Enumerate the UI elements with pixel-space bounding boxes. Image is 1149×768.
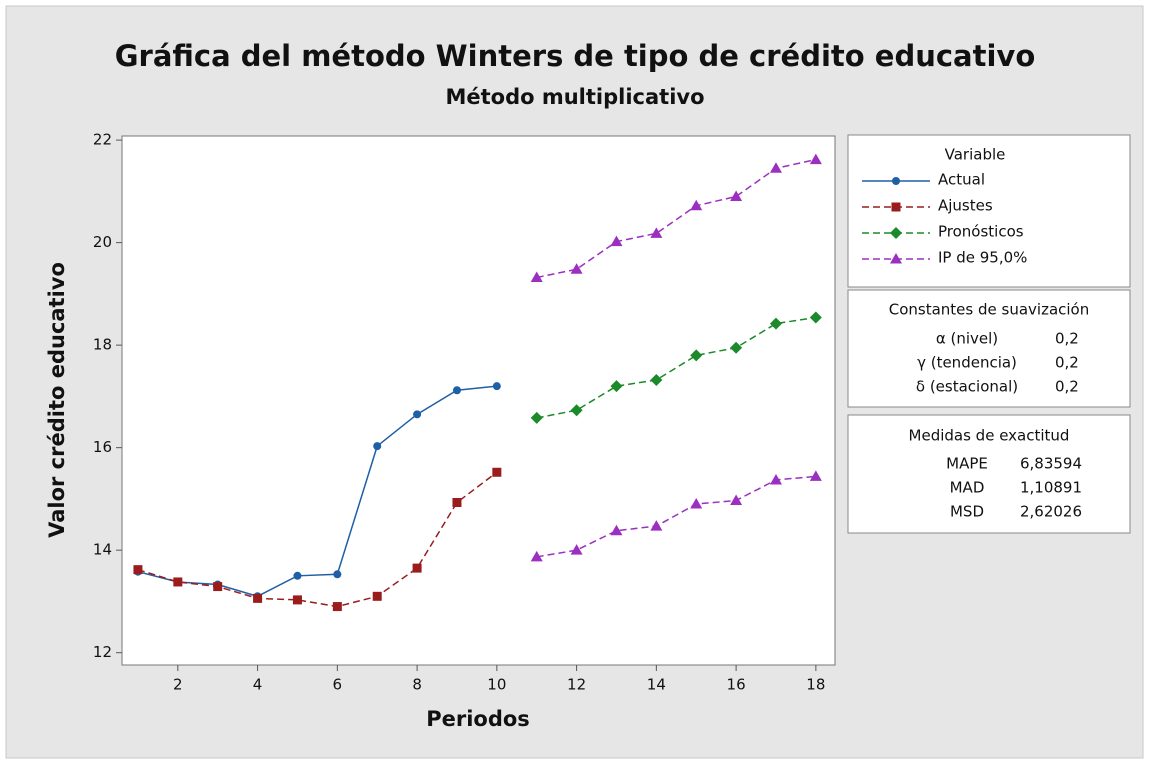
- table-label: δ (estacional): [916, 378, 1018, 396]
- point: [769, 473, 782, 485]
- x-tick-label: 14: [647, 676, 666, 694]
- x-tick-label: 2: [173, 676, 183, 694]
- x-tick-label: 8: [412, 676, 422, 694]
- point: [133, 565, 143, 575]
- point: [452, 386, 461, 395]
- smoothing-title: Constantes de suavización: [889, 301, 1090, 319]
- y-tick-label: 16: [93, 438, 112, 456]
- table-value: 0,2: [1055, 330, 1079, 348]
- point: [530, 411, 543, 424]
- point: [809, 470, 822, 481]
- table-label: MSD: [950, 503, 984, 521]
- point: [293, 571, 302, 580]
- point: [373, 442, 382, 451]
- series-line: [137, 385, 497, 598]
- point: [333, 570, 342, 579]
- table-value: 0,2: [1055, 378, 1079, 396]
- y-axis-label: Valor crédito educativo: [45, 262, 69, 538]
- x-tick-label: 12: [567, 676, 586, 694]
- point: [173, 577, 183, 587]
- x-tick-label: 16: [727, 676, 746, 694]
- x-tick-label: 4: [253, 676, 263, 694]
- point: [492, 382, 501, 391]
- series-line: [137, 471, 498, 608]
- point: [492, 467, 502, 477]
- point: [213, 582, 223, 592]
- point: [769, 317, 782, 330]
- table-value: 6,83594: [1020, 455, 1082, 473]
- series-line: [536, 316, 816, 419]
- point: [690, 199, 703, 211]
- point: [570, 404, 583, 417]
- point: [610, 235, 623, 247]
- point: [730, 341, 743, 354]
- y-tick-label: 20: [93, 233, 112, 251]
- chart-title: Gráfica del método Winters de tipo de cr…: [115, 39, 1036, 73]
- table-label: γ (tendencia): [917, 354, 1017, 372]
- x-tick-label: 6: [333, 676, 343, 694]
- accuracy-title: Medidas de exactitud: [909, 427, 1070, 445]
- table-label: MAPE: [946, 455, 988, 473]
- point: [372, 591, 382, 601]
- point: [413, 410, 422, 419]
- table-value: 2,62026: [1020, 503, 1082, 521]
- point: [690, 349, 703, 362]
- legend-marker: [890, 227, 902, 239]
- table-value: 1,10891: [1020, 479, 1082, 497]
- series-line: [536, 158, 817, 279]
- point: [452, 498, 462, 508]
- point: [292, 595, 302, 605]
- legend-marker: [892, 177, 900, 185]
- legend-label: IP de 95,0%: [938, 249, 1027, 267]
- y-tick-label: 22: [93, 131, 112, 149]
- x-axis-label: Periodos: [426, 707, 530, 731]
- point: [809, 311, 822, 324]
- legend-label: Ajustes: [938, 197, 993, 215]
- point: [610, 380, 623, 393]
- table-label: α (nivel): [936, 330, 998, 348]
- point: [530, 550, 543, 562]
- table-label: MAD: [950, 479, 985, 497]
- legend-title: Variable: [945, 146, 1006, 164]
- point: [809, 153, 822, 165]
- table-value: 0,2: [1055, 354, 1079, 372]
- point: [332, 602, 342, 612]
- point: [690, 498, 703, 509]
- y-tick-label: 18: [93, 336, 112, 354]
- smoothing-box: [847, 289, 1131, 408]
- legend-marker: [890, 253, 902, 264]
- chart-subtitle: Método multiplicativo: [445, 85, 704, 109]
- x-tick-label: 10: [487, 676, 506, 694]
- point: [570, 544, 583, 555]
- point: [253, 593, 263, 603]
- series-line: [536, 475, 816, 558]
- point: [769, 162, 782, 173]
- legend-marker: [891, 202, 901, 212]
- point: [610, 524, 623, 536]
- y-tick-label: 12: [93, 643, 112, 661]
- accuracy-box: [847, 414, 1131, 534]
- x-tick-label: 18: [806, 676, 825, 694]
- point: [730, 494, 743, 505]
- point: [570, 263, 583, 274]
- y-tick-label: 14: [93, 541, 112, 559]
- point: [412, 563, 422, 573]
- point: [530, 271, 543, 282]
- point: [650, 227, 663, 238]
- point: [650, 520, 663, 531]
- point: [650, 373, 663, 386]
- legend-label: Actual: [938, 171, 985, 189]
- legend-label: Pronósticos: [938, 223, 1024, 241]
- plot-area: [121, 135, 836, 666]
- point: [730, 190, 743, 201]
